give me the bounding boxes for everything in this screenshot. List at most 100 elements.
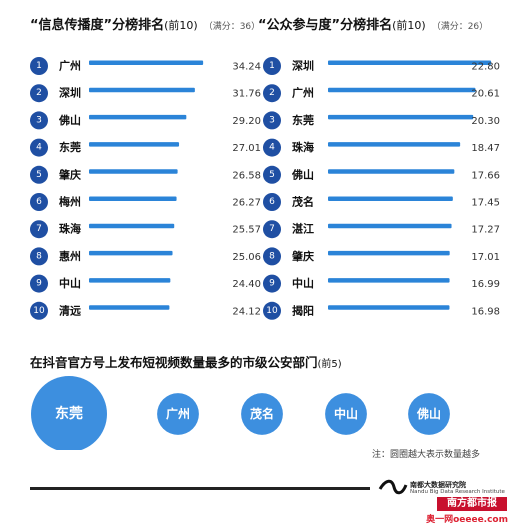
right-value-label: 20.61 — [471, 89, 500, 100]
right-bar — [328, 305, 450, 310]
bubble-title-suffix: (前5) — [317, 359, 342, 370]
left-bar — [89, 250, 173, 256]
left-title-suffix: (前10) — [164, 19, 198, 32]
left-bar — [89, 87, 195, 93]
right-rank-badge — [263, 220, 281, 239]
left-rank-badge — [30, 111, 48, 130]
right-city-label: 广州 — [292, 86, 314, 100]
right-value-label: 17.01 — [471, 252, 500, 263]
left-city-label: 深圳 — [59, 86, 81, 100]
right-value-label: 20.30 — [471, 116, 500, 127]
institute-name: 南都大数据研究院 — [410, 481, 466, 489]
footer-rule — [30, 487, 370, 490]
left-rank-label: 1 — [36, 61, 42, 71]
left-value-label: 34.24 — [232, 62, 261, 73]
left-value-label: 25.57 — [232, 225, 261, 236]
right-rank-label: 7 — [269, 224, 275, 234]
bubble-label: 广州 — [166, 406, 190, 421]
right-city-label: 深圳 — [292, 59, 314, 73]
right-bar — [328, 250, 450, 256]
left-value-label: 25.06 — [232, 252, 261, 263]
left-rank-badge — [30, 193, 48, 211]
right-bar — [328, 87, 476, 93]
left-bar — [89, 305, 170, 310]
left-rank-label: 9 — [36, 279, 42, 289]
right-bar — [328, 169, 455, 174]
right-rank-badge — [263, 247, 281, 266]
right-rank-label: 9 — [269, 279, 275, 289]
left-rank-label: 7 — [36, 224, 42, 234]
right-city-label: 揭阳 — [292, 303, 314, 317]
left-city-label: 东莞 — [59, 140, 81, 154]
right-rank-badge — [263, 274, 281, 293]
left-rank-label: 8 — [36, 251, 42, 261]
bubble-label: 东莞 — [55, 405, 83, 422]
right-value-label: 16.99 — [471, 279, 500, 290]
right-city-label: 中山 — [292, 276, 314, 290]
left-rank-badge — [30, 301, 48, 320]
bubble-title-text: 在抖音官方号上发布短视频数量最多的市级公安部门 — [30, 355, 318, 370]
left-city-label: 肇庆 — [58, 167, 81, 181]
right-value-label: 22.80 — [471, 62, 500, 73]
left-city-label: 清远 — [59, 303, 81, 317]
right-rank-badge — [263, 301, 281, 320]
watermark: 奥一网oeeee.com — [426, 515, 508, 525]
bubble-section-title: 在抖音官方号上发布短视频数量最多的市级公安部门(前5) — [30, 352, 342, 371]
bubble-chart: 东莞 广州 茂名 中山 佛山 — [31, 376, 450, 450]
right-chart-title: “公众参与度”分榜排名(前10) （满分：26） — [258, 14, 488, 33]
right-value-label: 16.98 — [471, 306, 500, 317]
right-value-label: 18.47 — [471, 143, 500, 154]
left-title-note: （满分：36） — [203, 22, 261, 32]
left-rank-label: 2 — [36, 88, 42, 98]
right-rank-badge — [263, 111, 281, 130]
right-rank-label: 2 — [269, 88, 275, 98]
right-bar — [328, 223, 452, 229]
institute-name-en: Nandu Big Data Research Institute — [410, 489, 505, 495]
left-value-label: 26.27 — [232, 198, 261, 209]
left-city-label: 佛山 — [58, 113, 81, 127]
left-rank-badge — [30, 84, 48, 103]
bubble-label: 佛山 — [416, 406, 441, 421]
left-bar — [89, 223, 175, 229]
bubble — [408, 393, 450, 435]
right-title-note: （满分：26） — [431, 22, 489, 32]
bubble — [325, 393, 367, 435]
left-rank-label: 10 — [33, 306, 45, 316]
right-rank-label: 4 — [269, 143, 275, 153]
right-rank-label: 6 — [269, 197, 275, 207]
left-bar — [89, 278, 171, 283]
right-rank-label: 8 — [269, 251, 275, 261]
left-bar — [89, 60, 204, 65]
right-rank-label: 10 — [266, 306, 278, 316]
left-chart-title: “信息传播度”分榜排名(前10) （满分：36） — [30, 14, 260, 33]
right-bar — [328, 114, 474, 120]
right-rank-badge — [263, 84, 281, 103]
left-title-text: “信息传播度”分榜排名 — [30, 18, 165, 33]
left-rank-label: 5 — [36, 170, 42, 180]
left-rank-badge — [30, 274, 48, 293]
bubble — [241, 393, 283, 435]
left-rank-label: 4 — [36, 143, 42, 153]
right-rank-badge — [263, 57, 281, 75]
left-rank-badge — [30, 220, 48, 239]
left-value-label: 24.40 — [232, 279, 261, 290]
left-city-label: 中山 — [59, 276, 81, 290]
left-bar-chart: 1 广州 34.24 2 深圳 31.76 3 佛山 29.20 4 东莞 27.01 5 肇庆 26.58… — [30, 57, 261, 320]
right-city-label: 珠海 — [292, 140, 314, 154]
left-bar — [89, 169, 178, 174]
bubble-label: 中山 — [334, 406, 358, 421]
left-rank-badge — [30, 138, 48, 157]
right-city-label: 湛江 — [292, 222, 314, 236]
right-bar — [328, 142, 461, 147]
left-rank-label: 3 — [36, 115, 42, 125]
bubble-label: 茂名 — [250, 406, 274, 421]
left-city-label: 珠海 — [59, 222, 81, 236]
left-bar — [89, 196, 177, 201]
bubble — [31, 376, 107, 450]
right-title-text: “公众参与度”分榜排名 — [258, 18, 393, 33]
right-rank-label: 1 — [269, 61, 275, 71]
right-title-suffix: (前10) — [392, 19, 426, 32]
left-value-label: 26.58 — [232, 170, 261, 181]
right-rank-label: 3 — [269, 115, 275, 125]
left-rank-badge — [30, 247, 48, 266]
